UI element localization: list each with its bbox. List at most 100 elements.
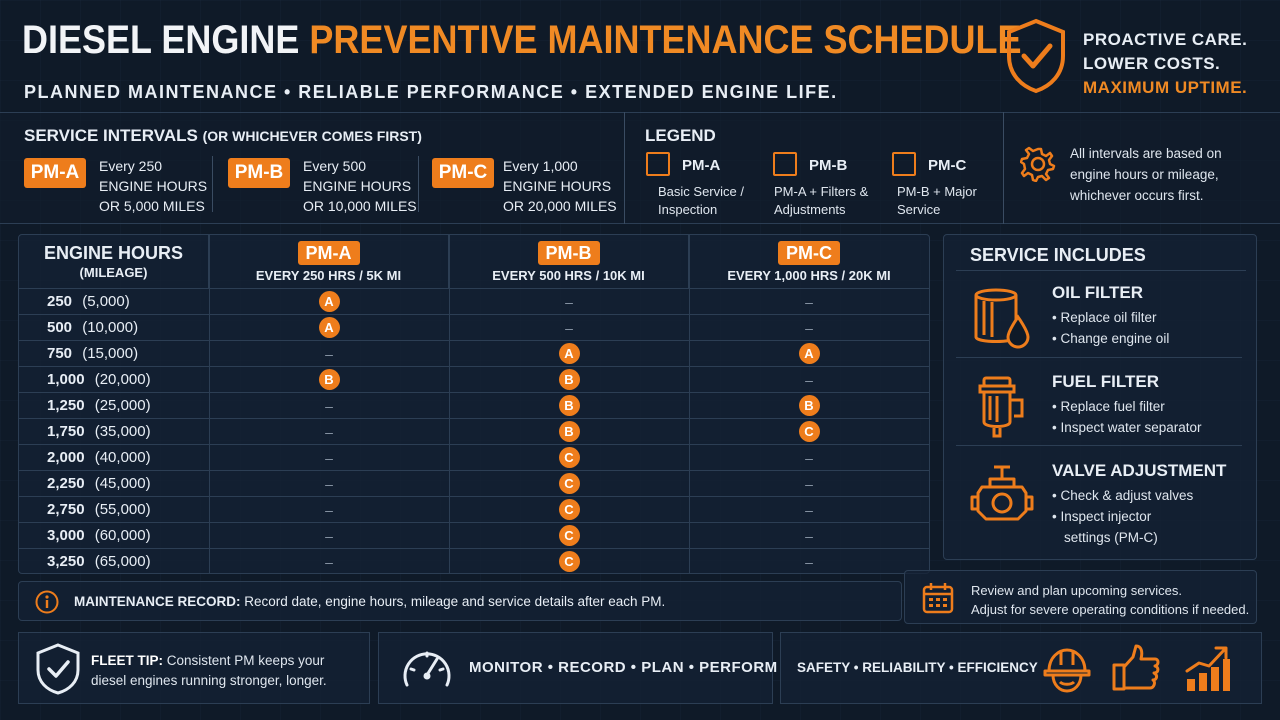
- schedule-cell: C: [449, 497, 689, 523]
- motto-panel: MONITOR • RECORD • PLAN • PERFORM: [378, 632, 777, 704]
- divider: [956, 270, 1246, 271]
- maintenance-record-bar: MAINTENANCE RECORD: Record date, engine …: [18, 581, 902, 621]
- interval-line: ENGINE HOURS: [303, 178, 412, 194]
- schedule-table: ENGINE HOURS (MILEAGE) PM-A EVERY 250 HR…: [18, 234, 930, 574]
- schedule-cell: A: [209, 315, 449, 341]
- values-text: SAFETY • RELIABILITY • EFFICIENCY: [797, 660, 1038, 675]
- interval-line: ENGINE HOURS: [99, 178, 208, 194]
- legend-desc-line: Inspection: [658, 202, 718, 217]
- hours-value: 750: [47, 345, 73, 362]
- schedule-cell: –: [449, 315, 689, 341]
- include-bullet: settings (PM-C): [1064, 530, 1158, 545]
- pm-b-badge: PM-B: [228, 158, 290, 188]
- service-marker: B: [558, 369, 580, 390]
- schedule-cell: –: [209, 497, 449, 523]
- title-part2: PREVENTIVE MAINTENANCE SCHEDULE: [309, 18, 1022, 62]
- table-row: 750 (15,000) – A A: [19, 340, 929, 366]
- schedule-cell: –: [689, 367, 929, 393]
- legend-desc-line: PM-B + Major: [897, 184, 977, 199]
- interval-line: OR 5,000 MILES: [99, 198, 205, 214]
- hours-value: 1,000: [47, 371, 85, 388]
- no-service-mark: –: [805, 502, 813, 518]
- table-row: 1,750 (35,000) – B C: [19, 418, 929, 444]
- fleet-tip-line: Consistent PM keeps your: [166, 653, 325, 668]
- thumbs-up-icon: [1112, 644, 1160, 691]
- schedule-cell: C: [449, 471, 689, 497]
- intervals-note: All intervals are based on engine hours …: [1070, 143, 1222, 206]
- column-subtitle: EVERY 500 HRS / 10K MI: [492, 268, 645, 283]
- engine-hours-cell: 2,000 (40,000): [47, 449, 151, 466]
- schedule-cell: A: [209, 289, 449, 315]
- schedule-cell: –: [449, 289, 689, 315]
- legend-name: PM-A: [682, 157, 721, 174]
- schedule-cell: B: [209, 367, 449, 393]
- schedule-cell: –: [689, 445, 929, 471]
- legend-desc-line: Adjustments: [774, 202, 846, 217]
- schedule-cell: –: [689, 497, 929, 523]
- column-subtitle: (MILEAGE): [79, 265, 148, 280]
- shield-check-icon: [1007, 18, 1065, 94]
- schedule-cell: C: [449, 523, 689, 549]
- oil-filter-icon: [974, 288, 1030, 349]
- schedule-cell: C: [449, 445, 689, 471]
- table-row: 3,250 (65,000) – C –: [19, 548, 929, 574]
- column-divider: [449, 235, 450, 573]
- no-service-mark: –: [805, 372, 813, 388]
- include-bullet: • Replace fuel filter: [1052, 399, 1165, 414]
- include-bullet: • Check & adjust valves: [1052, 488, 1194, 503]
- hours-value: 2,250: [47, 475, 85, 492]
- no-service-mark: –: [805, 294, 813, 310]
- hours-value: 2,750: [47, 501, 85, 518]
- service-marker: C: [798, 421, 820, 442]
- service-marker: A: [318, 317, 340, 338]
- column-divider: [689, 235, 690, 573]
- legend-desc: Basic Service / Inspection: [658, 183, 744, 219]
- legend-desc-line: Basic Service /: [658, 184, 744, 199]
- title-part1: DIESEL ENGINE: [22, 18, 300, 62]
- page-title: DIESEL ENGINE PREVENTIVE MAINTENANCE SCH…: [22, 18, 1022, 63]
- no-service-mark: –: [565, 294, 573, 310]
- fuel-filter-icon: [978, 376, 1024, 438]
- schedule-cell: B: [449, 419, 689, 445]
- service-marker: A: [318, 291, 340, 312]
- include-name: OIL FILTER: [1052, 283, 1143, 302]
- table-row: 2,750 (55,000) – C –: [19, 496, 929, 522]
- pm-c-badge: PM-C: [432, 158, 494, 188]
- engine-hours-cell: 1,000 (20,000): [47, 371, 151, 388]
- mileage-value: (5,000): [82, 293, 130, 310]
- include-name: VALVE ADJUSTMENT: [1052, 461, 1227, 480]
- service-marker: C: [558, 551, 580, 572]
- service-marker: B: [558, 421, 580, 442]
- fleet-tip-line: diesel engines running stronger, longer.: [91, 673, 327, 688]
- schedule-cell: –: [209, 549, 449, 575]
- column-subtitle: EVERY 250 HRS / 5K MI: [255, 268, 402, 283]
- hours-value: 1,750: [47, 423, 85, 440]
- note-line: whichever occurs first.: [1070, 188, 1204, 203]
- include-bullet: • Inspect water separator: [1052, 420, 1202, 435]
- include-bullet: • Change engine oil: [1052, 331, 1170, 346]
- no-service-mark: –: [805, 450, 813, 466]
- values-panel: SAFETY • RELIABILITY • EFFICIENCY: [780, 632, 1262, 704]
- schedule-cell: B: [449, 367, 689, 393]
- column-title: ENGINE HOURS: [43, 243, 184, 263]
- mileage-value: (55,000): [94, 501, 151, 518]
- intervals-title-text: SERVICE INTERVALS: [24, 126, 198, 145]
- maintenance-record-text: MAINTENANCE RECORD: Record date, engine …: [74, 594, 665, 609]
- include-bullets: • Replace oil filter • Change engine oil: [1052, 307, 1169, 349]
- legend-name: PM-B: [809, 157, 848, 174]
- schedule-cell: –: [209, 393, 449, 419]
- column-subtitle: EVERY 1,000 HRS / 20K MI: [727, 268, 891, 283]
- include-bullets: • Replace fuel filter • Inspect water se…: [1052, 396, 1202, 438]
- divider: [956, 445, 1242, 446]
- legend-swatch: [773, 152, 797, 176]
- schedule-cell: –: [689, 523, 929, 549]
- engine-hours-cell: 2,250 (45,000): [47, 475, 151, 492]
- no-service-mark: –: [325, 424, 333, 440]
- note-line: engine hours or mileage,: [1070, 167, 1219, 182]
- service-marker: C: [558, 473, 580, 494]
- pm-b-badge: PM-B: [537, 241, 600, 265]
- no-service-mark: –: [805, 320, 813, 336]
- review-line: Adjust for severe operating conditions i…: [971, 602, 1250, 617]
- legend-swatch: [646, 152, 670, 176]
- include-bullets: • Check & adjust valves • Inspect inject…: [1052, 485, 1193, 548]
